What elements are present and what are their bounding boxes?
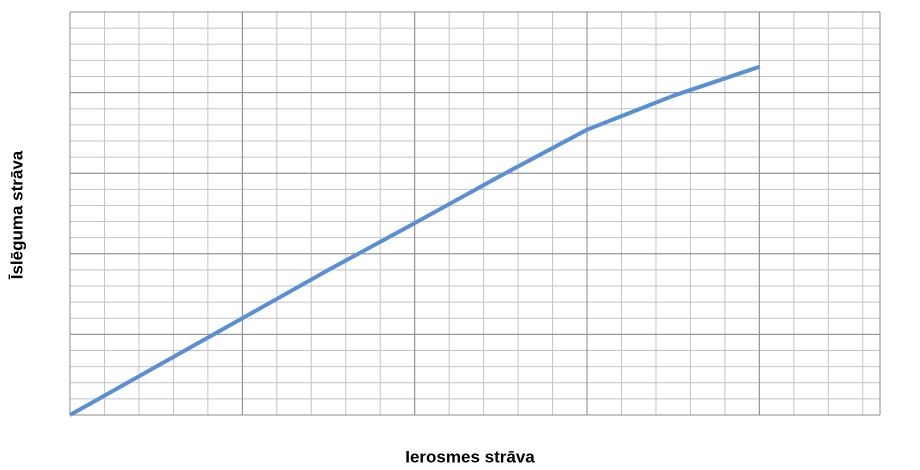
x-axis-label: Ierosmes strāva: [405, 447, 535, 466]
y-axis-label: Īslēguma strāva: [7, 150, 26, 280]
data-line: [69, 64, 761, 417]
